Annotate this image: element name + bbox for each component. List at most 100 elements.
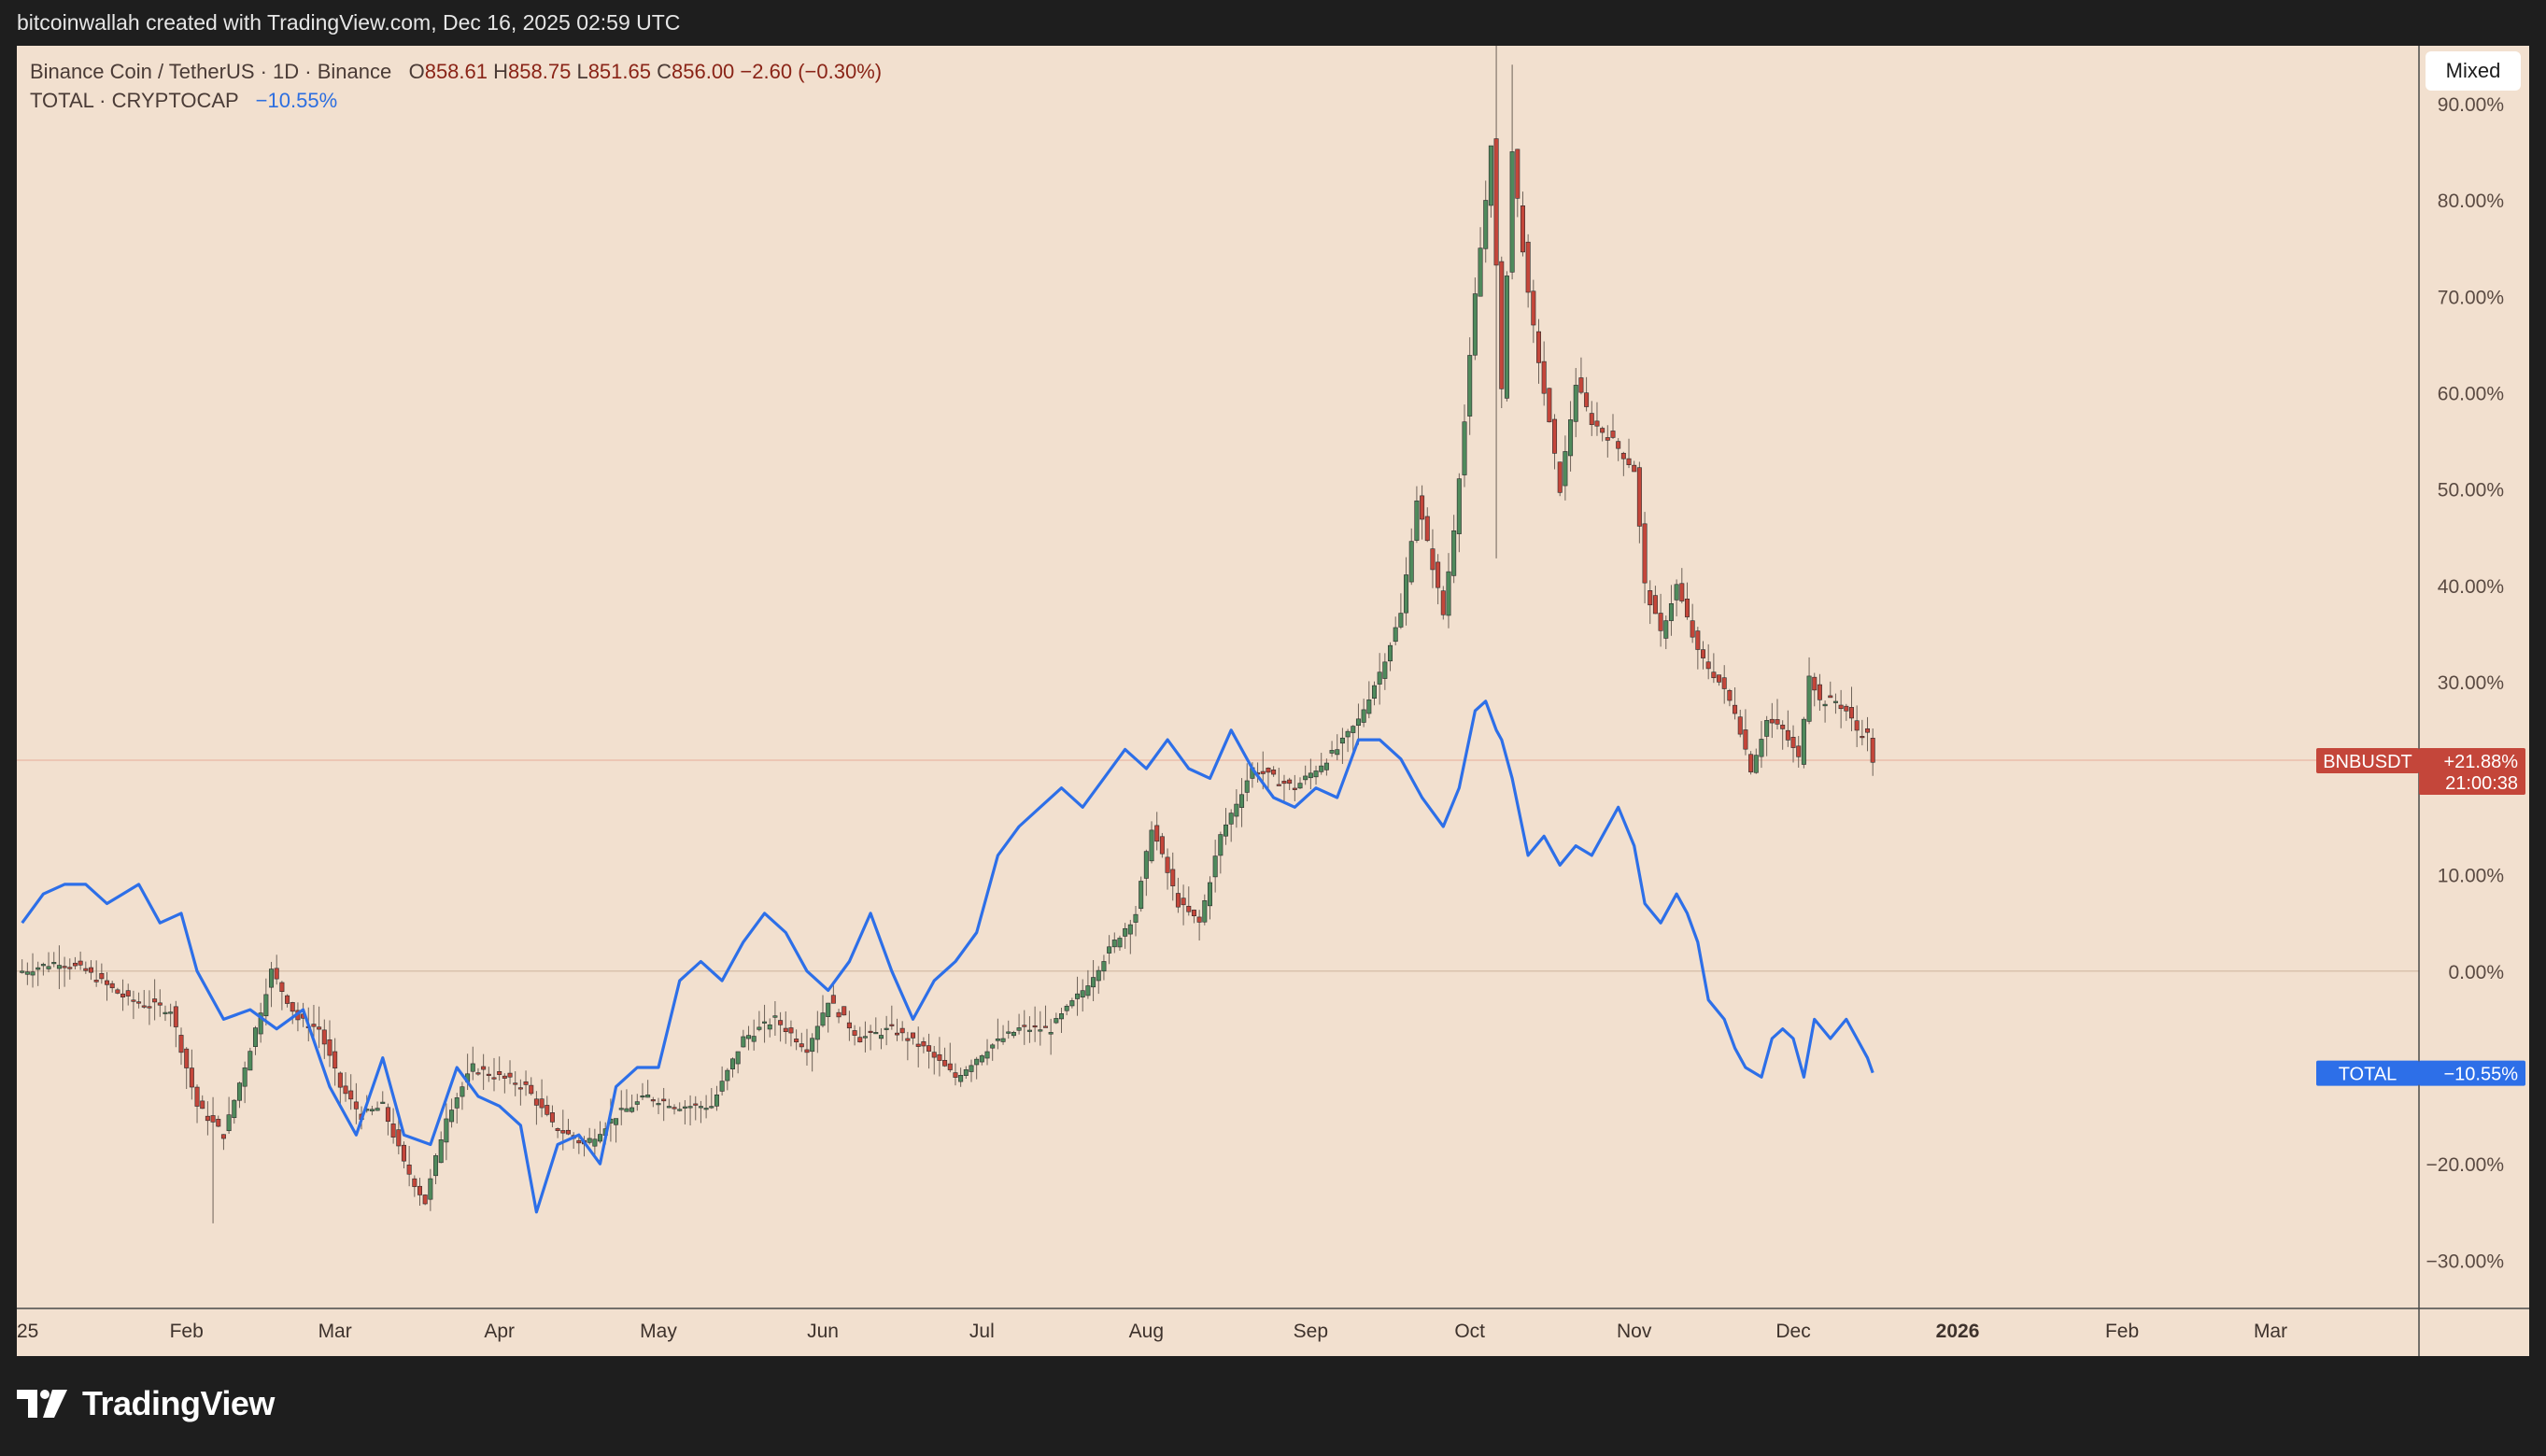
candle-body	[51, 962, 57, 965]
candle-body	[216, 1119, 221, 1127]
candle-body	[1398, 613, 1404, 628]
candle-body	[1557, 461, 1563, 493]
candle-body	[1817, 684, 1822, 700]
y-tick-label: 90.00%	[2438, 94, 2504, 116]
candle-body	[1462, 421, 1467, 475]
candle-body	[412, 1178, 417, 1187]
chart-panel[interactable]: 90.00% 80.00% 70.00% 60.00% 50.00% 40.00% 30.0…	[17, 46, 2529, 1356]
candle-body	[242, 1067, 248, 1087]
candle-body	[963, 1069, 969, 1076]
low-label: L	[576, 60, 588, 83]
candle-body	[1705, 661, 1711, 670]
x-tick-label: Dec	[1775, 1321, 1810, 1342]
candle-body	[1149, 829, 1154, 862]
candle-body	[1165, 856, 1170, 873]
x-tick-label: Nov	[1617, 1321, 1652, 1342]
candle-body	[1308, 772, 1313, 779]
candle-body	[1064, 1005, 1069, 1011]
scale-mode-button[interactable]: Mixed	[2426, 51, 2521, 91]
candle-body	[974, 1058, 980, 1066]
candle-body	[147, 1006, 152, 1009]
candle-body	[369, 1109, 375, 1111]
bnbusdt-badge-label: BNBUSDT	[2323, 752, 2412, 772]
candle-body	[83, 968, 89, 971]
candle-body	[1181, 898, 1186, 906]
candle-body	[1642, 523, 1648, 584]
candle-body	[189, 1067, 194, 1088]
candle-body	[1753, 755, 1759, 773]
candle-body	[248, 1051, 253, 1071]
candle-body	[1717, 674, 1722, 683]
candle-body	[878, 1035, 884, 1039]
axes: 90.00% 80.00% 70.00% 60.00% 50.00% 40.00% 30.0…	[17, 46, 2529, 1356]
candle-body	[1329, 750, 1335, 754]
candle-body	[1663, 620, 1669, 639]
candle-body	[1191, 910, 1196, 917]
tradingview-logo[interactable]: TradingView	[17, 1384, 275, 1423]
candle-body	[1436, 561, 1441, 588]
price-chart[interactable]: 90.00% 80.00% 70.00% 60.00% 50.00% 40.00% 30.0…	[17, 46, 2529, 1356]
candle-body	[1701, 649, 1706, 658]
candle-body	[1123, 927, 1128, 937]
candle-body	[1022, 1025, 1027, 1027]
candle-body	[252, 1027, 258, 1047]
candle-body	[263, 994, 269, 1017]
candle-body	[1287, 779, 1293, 785]
candle-body	[1404, 574, 1409, 614]
candle-body	[629, 1107, 635, 1112]
candle-body	[1589, 413, 1594, 426]
candle-body	[311, 1024, 317, 1027]
candle-body	[205, 1115, 210, 1122]
candle-body	[1393, 627, 1398, 643]
candle-body	[719, 1081, 725, 1092]
candle-body	[1796, 745, 1802, 757]
candle-body	[1668, 603, 1674, 621]
candle-body	[1711, 671, 1717, 679]
candle-body	[650, 1099, 656, 1102]
candle-body	[502, 1075, 507, 1079]
candle-body	[1504, 276, 1509, 399]
candle-body	[911, 1032, 916, 1039]
main-series-legend[interactable]: Binance Coin / TetherUS · 1D · Binance O…	[30, 57, 882, 86]
y-tick-label: −20.00%	[2426, 1154, 2505, 1176]
total-compare-line	[21, 700, 1874, 1214]
candle-body	[814, 1025, 820, 1040]
x-tick-label: Mar	[318, 1321, 352, 1342]
candle-body	[1568, 419, 1574, 457]
candle-body	[656, 1103, 661, 1106]
candle-body	[481, 1066, 487, 1070]
candle-body	[1143, 851, 1149, 879]
x-tick-label: Aug	[1129, 1321, 1164, 1342]
candle-body	[565, 1129, 571, 1135]
candle-body	[1371, 685, 1377, 699]
candle-body	[1652, 595, 1658, 615]
candle-body	[337, 1072, 343, 1088]
compare-series-legend[interactable]: TOTAL · CRYPTOCAP −10.55%	[30, 86, 882, 115]
candle-body	[1488, 145, 1493, 206]
bnbusdt-badge-value-bg	[2419, 747, 2525, 795]
candle-body	[1727, 689, 1733, 701]
candle-body	[40, 964, 46, 967]
candle-body	[449, 1110, 455, 1123]
open-label: O	[408, 60, 425, 83]
candle-body	[327, 1039, 332, 1056]
candle-body	[1764, 720, 1770, 737]
candle-body	[1844, 705, 1849, 712]
candle-body	[1605, 437, 1610, 441]
candle-body	[1552, 418, 1558, 454]
candle-body	[1075, 993, 1081, 999]
candle-body	[1515, 148, 1521, 199]
candle-body	[969, 1065, 974, 1072]
candle-body	[729, 1058, 735, 1069]
candle-body	[433, 1155, 439, 1177]
candle-body	[857, 1037, 863, 1043]
candle-body	[921, 1041, 926, 1047]
candle-body	[1323, 762, 1329, 770]
candle-body	[1806, 675, 1812, 722]
main-series-title: Binance Coin / TetherUS · 1D · Binance	[30, 60, 392, 83]
candle-body	[220, 1134, 226, 1139]
candle-body	[332, 1051, 338, 1068]
candle-body	[353, 1101, 359, 1110]
candle-body	[1223, 824, 1229, 837]
candle-body	[1812, 676, 1818, 691]
